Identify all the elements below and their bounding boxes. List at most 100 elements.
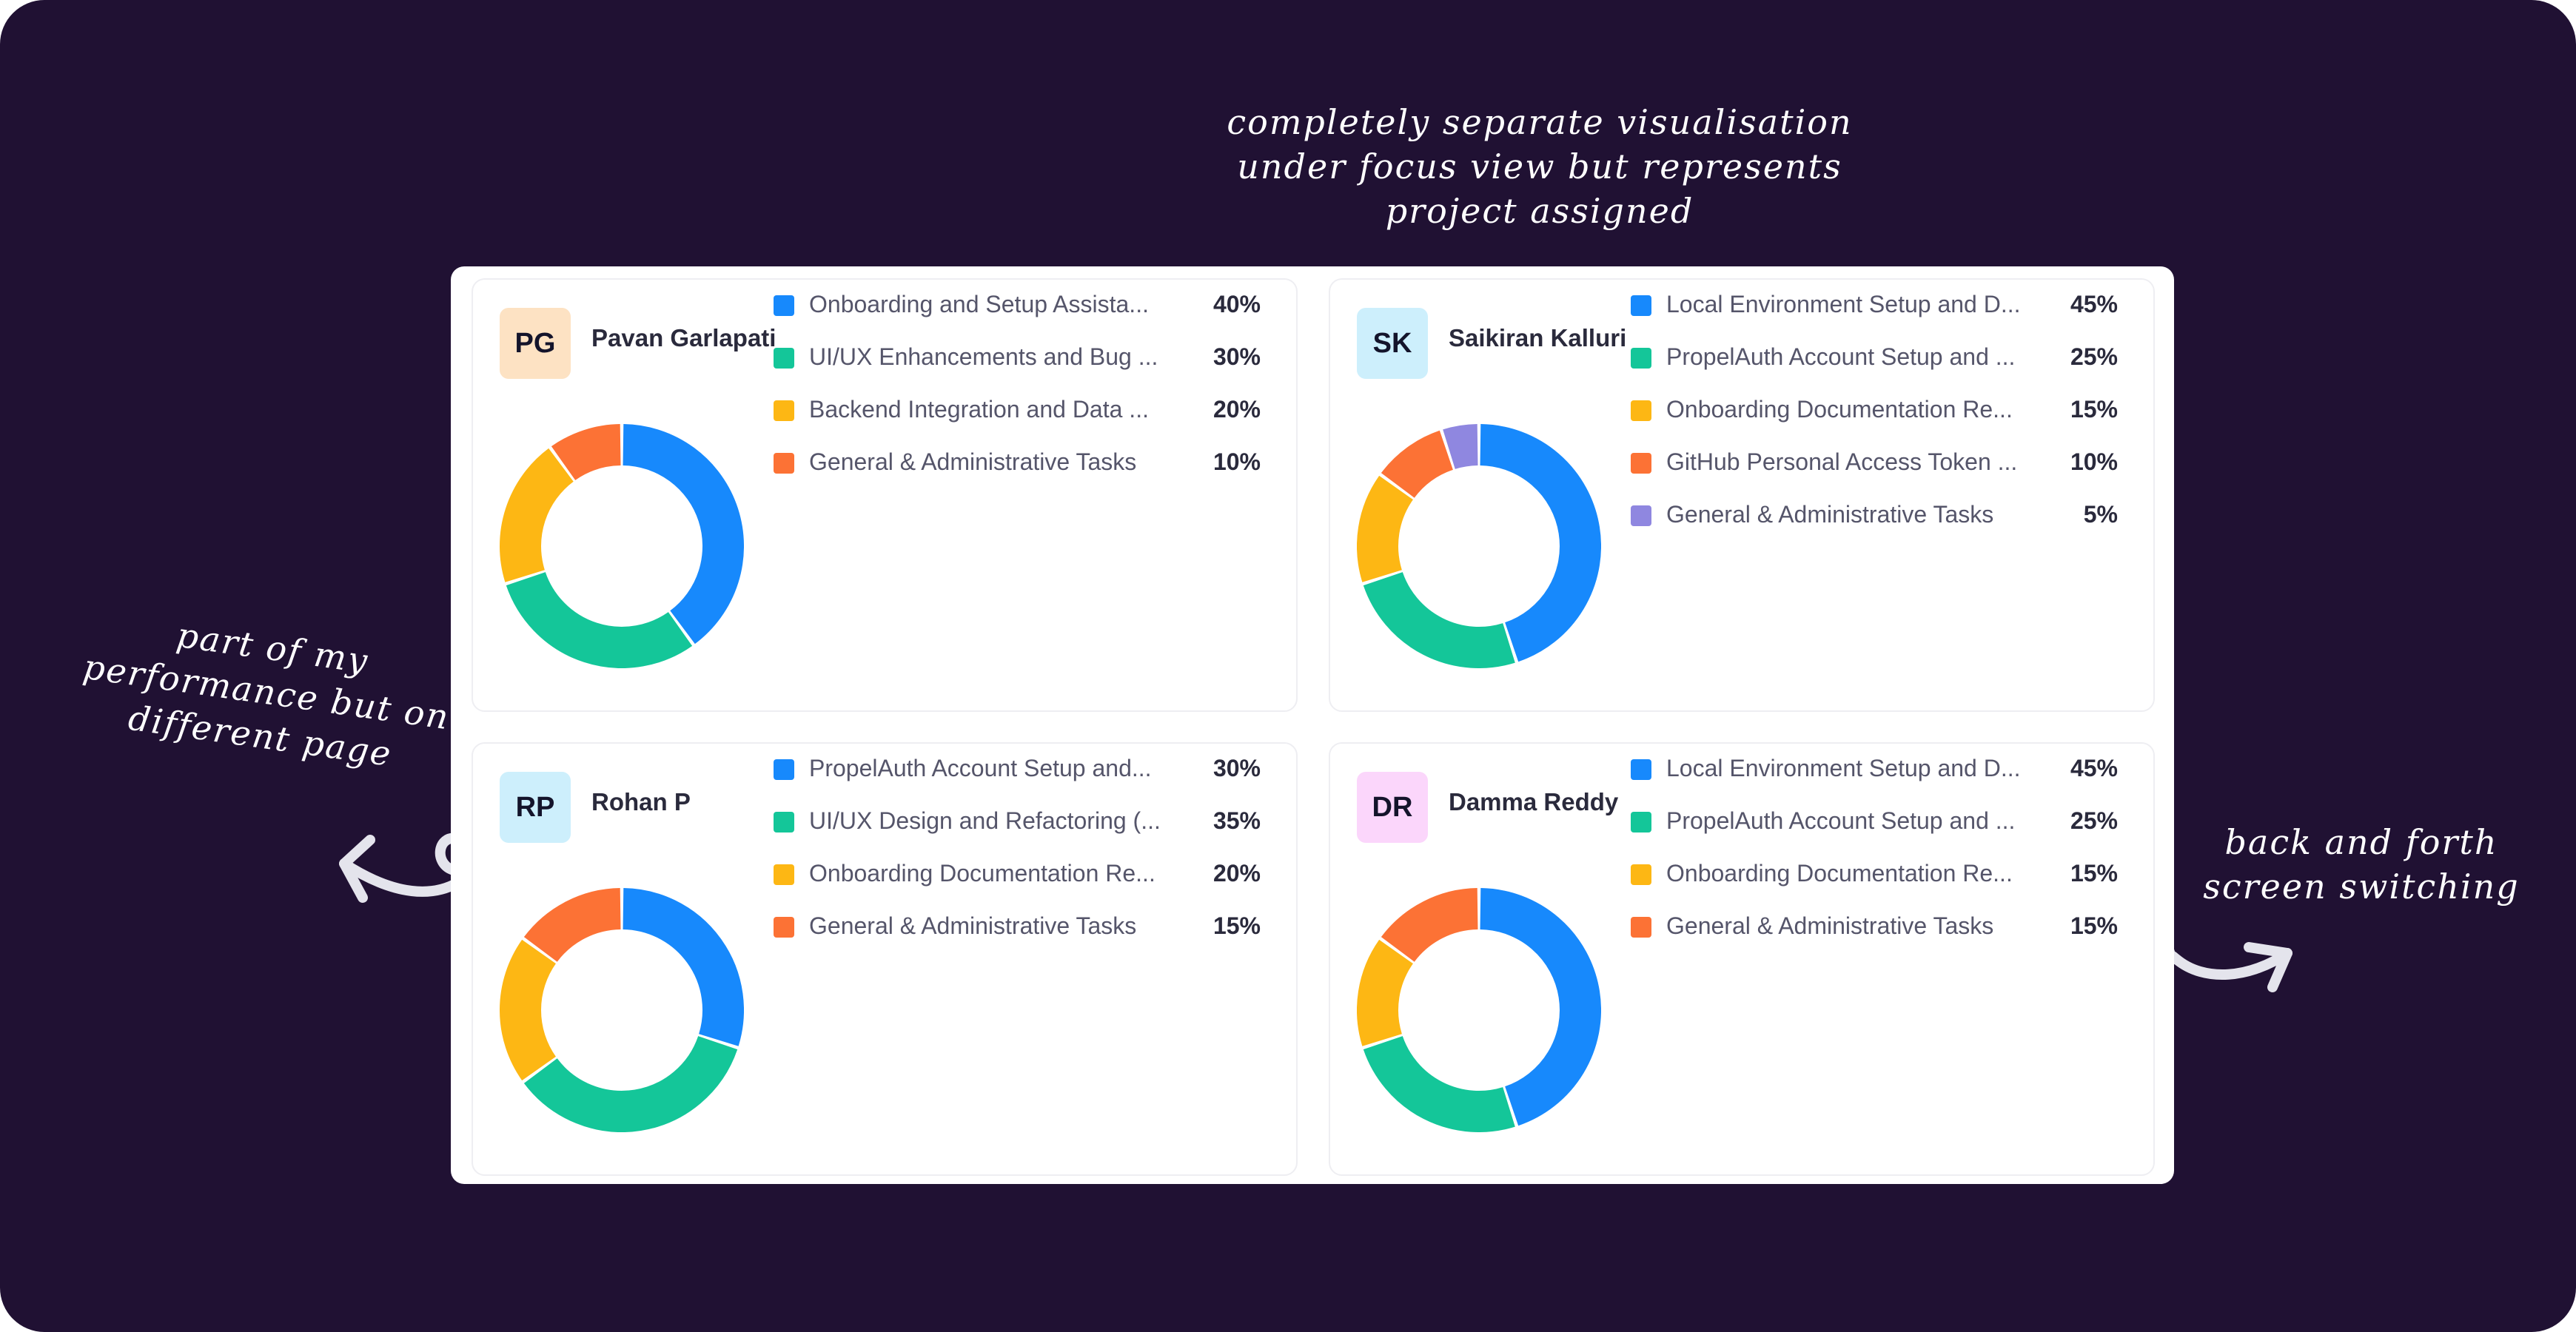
task-label: PropelAuth Account Setup and ... [1666, 343, 2016, 370]
legend-row: GitHub Personal Access Token ... 10% [1631, 437, 2118, 490]
legend-row: General & Administrative Tasks 15% [774, 901, 1261, 954]
donut-segment[interactable] [500, 939, 557, 1081]
task-percent: 35% [1212, 807, 1261, 834]
annotation-screen-switching: back and forth screen switching [2147, 820, 2576, 909]
task-percent: 15% [2070, 860, 2118, 887]
legend-swatch [1631, 505, 1651, 526]
allocation-donut-chart [1357, 888, 1601, 1132]
avatar: DR [1357, 772, 1428, 843]
legend-row: Onboarding Documentation Re... 15% [1631, 849, 2118, 901]
task-label: Backend Integration and Data ... [809, 396, 1149, 423]
avatar-initials: RP [515, 791, 555, 823]
donut-segment[interactable] [1363, 1035, 1515, 1132]
task-label: General & Administrative Tasks [1666, 912, 1994, 939]
task-legend: Local Environment Setup and D... 45% Pro… [1631, 744, 2118, 954]
avatar: SK [1357, 308, 1428, 379]
avatar: PG [500, 308, 571, 379]
legend-swatch [774, 400, 794, 421]
task-percent: 20% [1212, 860, 1261, 887]
member-name: Pavan Garlapati [591, 324, 777, 352]
avatar-initials: DR [1372, 791, 1413, 823]
donut-segment[interactable] [622, 424, 744, 645]
legend-row: PropelAuth Account Setup and... 30% [774, 744, 1261, 796]
task-label: Onboarding Documentation Re... [1666, 860, 2013, 887]
task-legend: Onboarding and Setup Assista... 40% UI/U… [774, 280, 1261, 490]
legend-swatch [774, 812, 794, 832]
team-allocation-panel: PG Pavan Garlapati Onboarding and Setup … [451, 266, 2174, 1184]
donut-segment[interactable] [1357, 475, 1414, 582]
legend-row: UI/UX Design and Refactoring (... 35% [774, 796, 1261, 849]
task-label: Onboarding and Setup Assista... [809, 291, 1149, 317]
legend-swatch [1631, 295, 1651, 316]
legend-row: PropelAuth Account Setup and ... 25% [1631, 332, 2118, 385]
annotation-line: completely separate visualisation [1227, 102, 1853, 142]
task-percent: 25% [2070, 343, 2118, 370]
legend-swatch [774, 864, 794, 885]
task-label: UI/UX Design and Refactoring (... [809, 807, 1161, 834]
donut-segment[interactable] [1479, 888, 1601, 1126]
legend-swatch [774, 453, 794, 474]
task-label: UI/UX Enhancements and Bug ... [809, 343, 1158, 370]
legend-row: Onboarding Documentation Re... 20% [774, 849, 1261, 901]
task-label: PropelAuth Account Setup and ... [1666, 807, 2016, 834]
allocation-donut-chart [500, 424, 744, 668]
task-label: PropelAuth Account Setup and... [809, 755, 1152, 781]
annotation-line: under focus view but represents [1237, 147, 1842, 186]
annotation-line: screen switching [2203, 867, 2520, 906]
task-label: Local Environment Setup and D... [1666, 755, 2021, 781]
task-label: Local Environment Setup and D... [1666, 291, 2021, 317]
member-card-damma-reddy[interactable]: DR Damma Reddy Local Environment Setup a… [1329, 742, 2155, 1176]
legend-swatch [1631, 812, 1651, 832]
legend-row: Backend Integration and Data ... 20% [774, 385, 1261, 437]
legend-row: Local Environment Setup and D... 45% [1631, 280, 2118, 332]
task-label: Onboarding Documentation Re... [809, 860, 1155, 887]
donut-segment[interactable] [500, 448, 574, 582]
task-label: General & Administrative Tasks [809, 912, 1137, 939]
legend-row: Onboarding and Setup Assista... 40% [774, 280, 1261, 332]
task-percent: 15% [2070, 912, 2118, 939]
donut-segment[interactable] [506, 571, 693, 668]
task-legend: Local Environment Setup and D... 45% Pro… [1631, 280, 2118, 542]
legend-row: General & Administrative Tasks 5% [1631, 490, 2118, 542]
task-label: General & Administrative Tasks [809, 448, 1137, 475]
donut-segment[interactable] [551, 424, 622, 481]
task-percent: 40% [1212, 291, 1261, 317]
legend-row: General & Administrative Tasks 10% [774, 437, 1261, 490]
donut-segment[interactable] [1363, 571, 1515, 668]
task-label: Onboarding Documentation Re... [1666, 396, 2013, 423]
member-card-rohan-p[interactable]: RP Rohan P PropelAuth Account Setup and.… [472, 742, 1298, 1176]
legend-swatch [774, 917, 794, 938]
annotation-line: back and forth [2224, 822, 2498, 862]
avatar-initials: SK [1372, 327, 1412, 359]
legend-swatch [1631, 453, 1651, 474]
member-name: Damma Reddy [1449, 788, 1619, 815]
legend-swatch [1631, 348, 1651, 369]
legend-swatch [1631, 400, 1651, 421]
legend-swatch [774, 295, 794, 316]
task-percent: 15% [1212, 912, 1261, 939]
member-card-saikiran-kalluri[interactable]: SK Saikiran Kalluri Local Environment Se… [1329, 278, 2155, 712]
allocation-donut-chart [1357, 424, 1601, 668]
donut-segment[interactable] [1381, 888, 1479, 963]
member-name: Rohan P [591, 788, 691, 815]
task-legend: PropelAuth Account Setup and... 30% UI/U… [774, 744, 1261, 954]
donut-segment[interactable] [622, 888, 744, 1046]
donut-segment[interactable] [523, 888, 622, 963]
legend-swatch [1631, 864, 1651, 885]
task-percent: 30% [1212, 755, 1261, 781]
donut-segment[interactable] [1381, 430, 1454, 499]
donut-segment[interactable] [1479, 424, 1601, 662]
legend-row: Onboarding Documentation Re... 15% [1631, 385, 2118, 437]
annotation-line: project assigned [1385, 191, 1694, 231]
avatar: RP [500, 772, 571, 843]
donut-segment[interactable] [1443, 424, 1479, 470]
task-percent: 20% [1212, 396, 1261, 423]
task-label: GitHub Personal Access Token ... [1666, 448, 2018, 475]
task-percent: 45% [2070, 755, 2118, 781]
donut-segment[interactable] [1357, 939, 1414, 1046]
legend-row: General & Administrative Tasks 15% [1631, 901, 2118, 954]
task-percent: 5% [2083, 501, 2118, 528]
annotation-focus-view: completely separate visualisation under … [1170, 100, 1910, 233]
member-card-pavan-garlapati[interactable]: PG Pavan Garlapati Onboarding and Setup … [472, 278, 1298, 712]
donut-segment[interactable] [523, 1035, 738, 1132]
